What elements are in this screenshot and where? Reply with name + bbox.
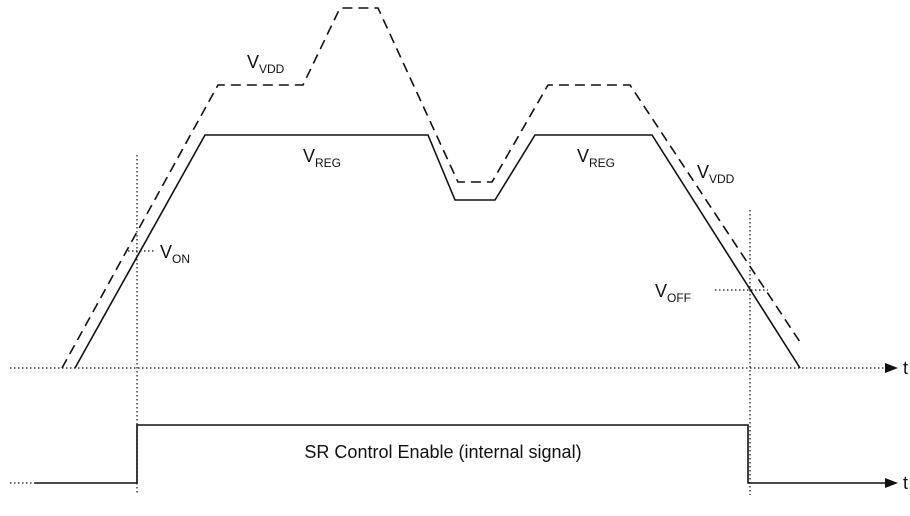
enable-signal: [35, 424, 885, 484]
von-label: VON: [160, 242, 190, 266]
vdd-label: VVDD: [247, 52, 285, 76]
vreg-waveform: [74, 134, 801, 369]
arrow-top: [885, 363, 898, 373]
vreg-label: VREG: [577, 146, 615, 170]
vdd-waveform: [61, 7, 801, 369]
voff-label: VOFF: [655, 281, 691, 305]
enable-label: SR Control Enable (internal signal): [304, 442, 581, 462]
vreg-label: VREG: [303, 146, 341, 170]
arrow-bottom: [885, 478, 898, 488]
axis-label: t: [903, 473, 908, 493]
axis-label: t: [903, 358, 908, 378]
vdd-label: VVDD: [697, 162, 735, 186]
